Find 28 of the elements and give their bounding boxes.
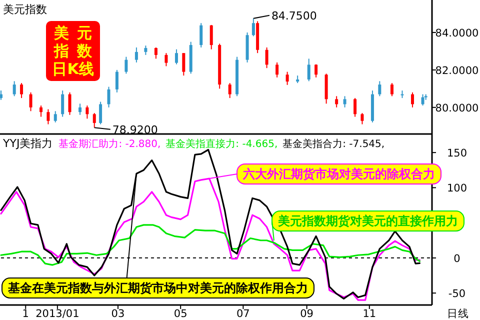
x-tick-label: 03 — [111, 308, 125, 320]
y-tick-label: -50 — [448, 288, 466, 300]
y-tick-label: 80.0000 — [435, 102, 479, 114]
x-tick-label: 11 — [362, 308, 376, 320]
annotation: 美元 — [53, 24, 100, 42]
x-tick-label: 1 — [22, 308, 29, 320]
y-tick-label: 0 — [454, 252, 460, 265]
text: 日线 — [447, 307, 469, 320]
chart-title: 美元指数 — [3, 3, 47, 16]
chart-title: YYJ美指力 — [2, 137, 53, 150]
y-tick-label: 84.0000 — [435, 27, 479, 40]
text: 基金期汇助力: -2.880, — [58, 139, 161, 150]
annotation: 基金在美元指数与外汇期货市场中对美元的除权作用合力 — [7, 281, 308, 295]
y-tick-label: 82.0000 — [435, 64, 479, 77]
text: 基金美指合力: -7.545, — [282, 139, 385, 150]
annotation: 78.9200 — [112, 123, 158, 136]
annotation: 六大外汇期货市场对美元的除权合力 — [242, 167, 435, 181]
y-tick-label: 100 — [446, 182, 468, 195]
annotation: 84.7500 — [271, 9, 317, 22]
annotation: 指数 — [53, 42, 100, 60]
x-tick-label: 07 — [236, 308, 250, 320]
x-tick-label: 05 — [174, 308, 188, 320]
annotation: 日K线 — [52, 60, 94, 78]
x-tick-label: 2013/01 — [36, 308, 80, 320]
annotation: 美元指数期货对美元的直接作用力 — [277, 214, 458, 228]
y-tick-label: 150 — [446, 148, 468, 160]
x-tick-label: 09 — [300, 308, 314, 320]
text: 基金美指直接力: -4.665, — [166, 139, 278, 150]
